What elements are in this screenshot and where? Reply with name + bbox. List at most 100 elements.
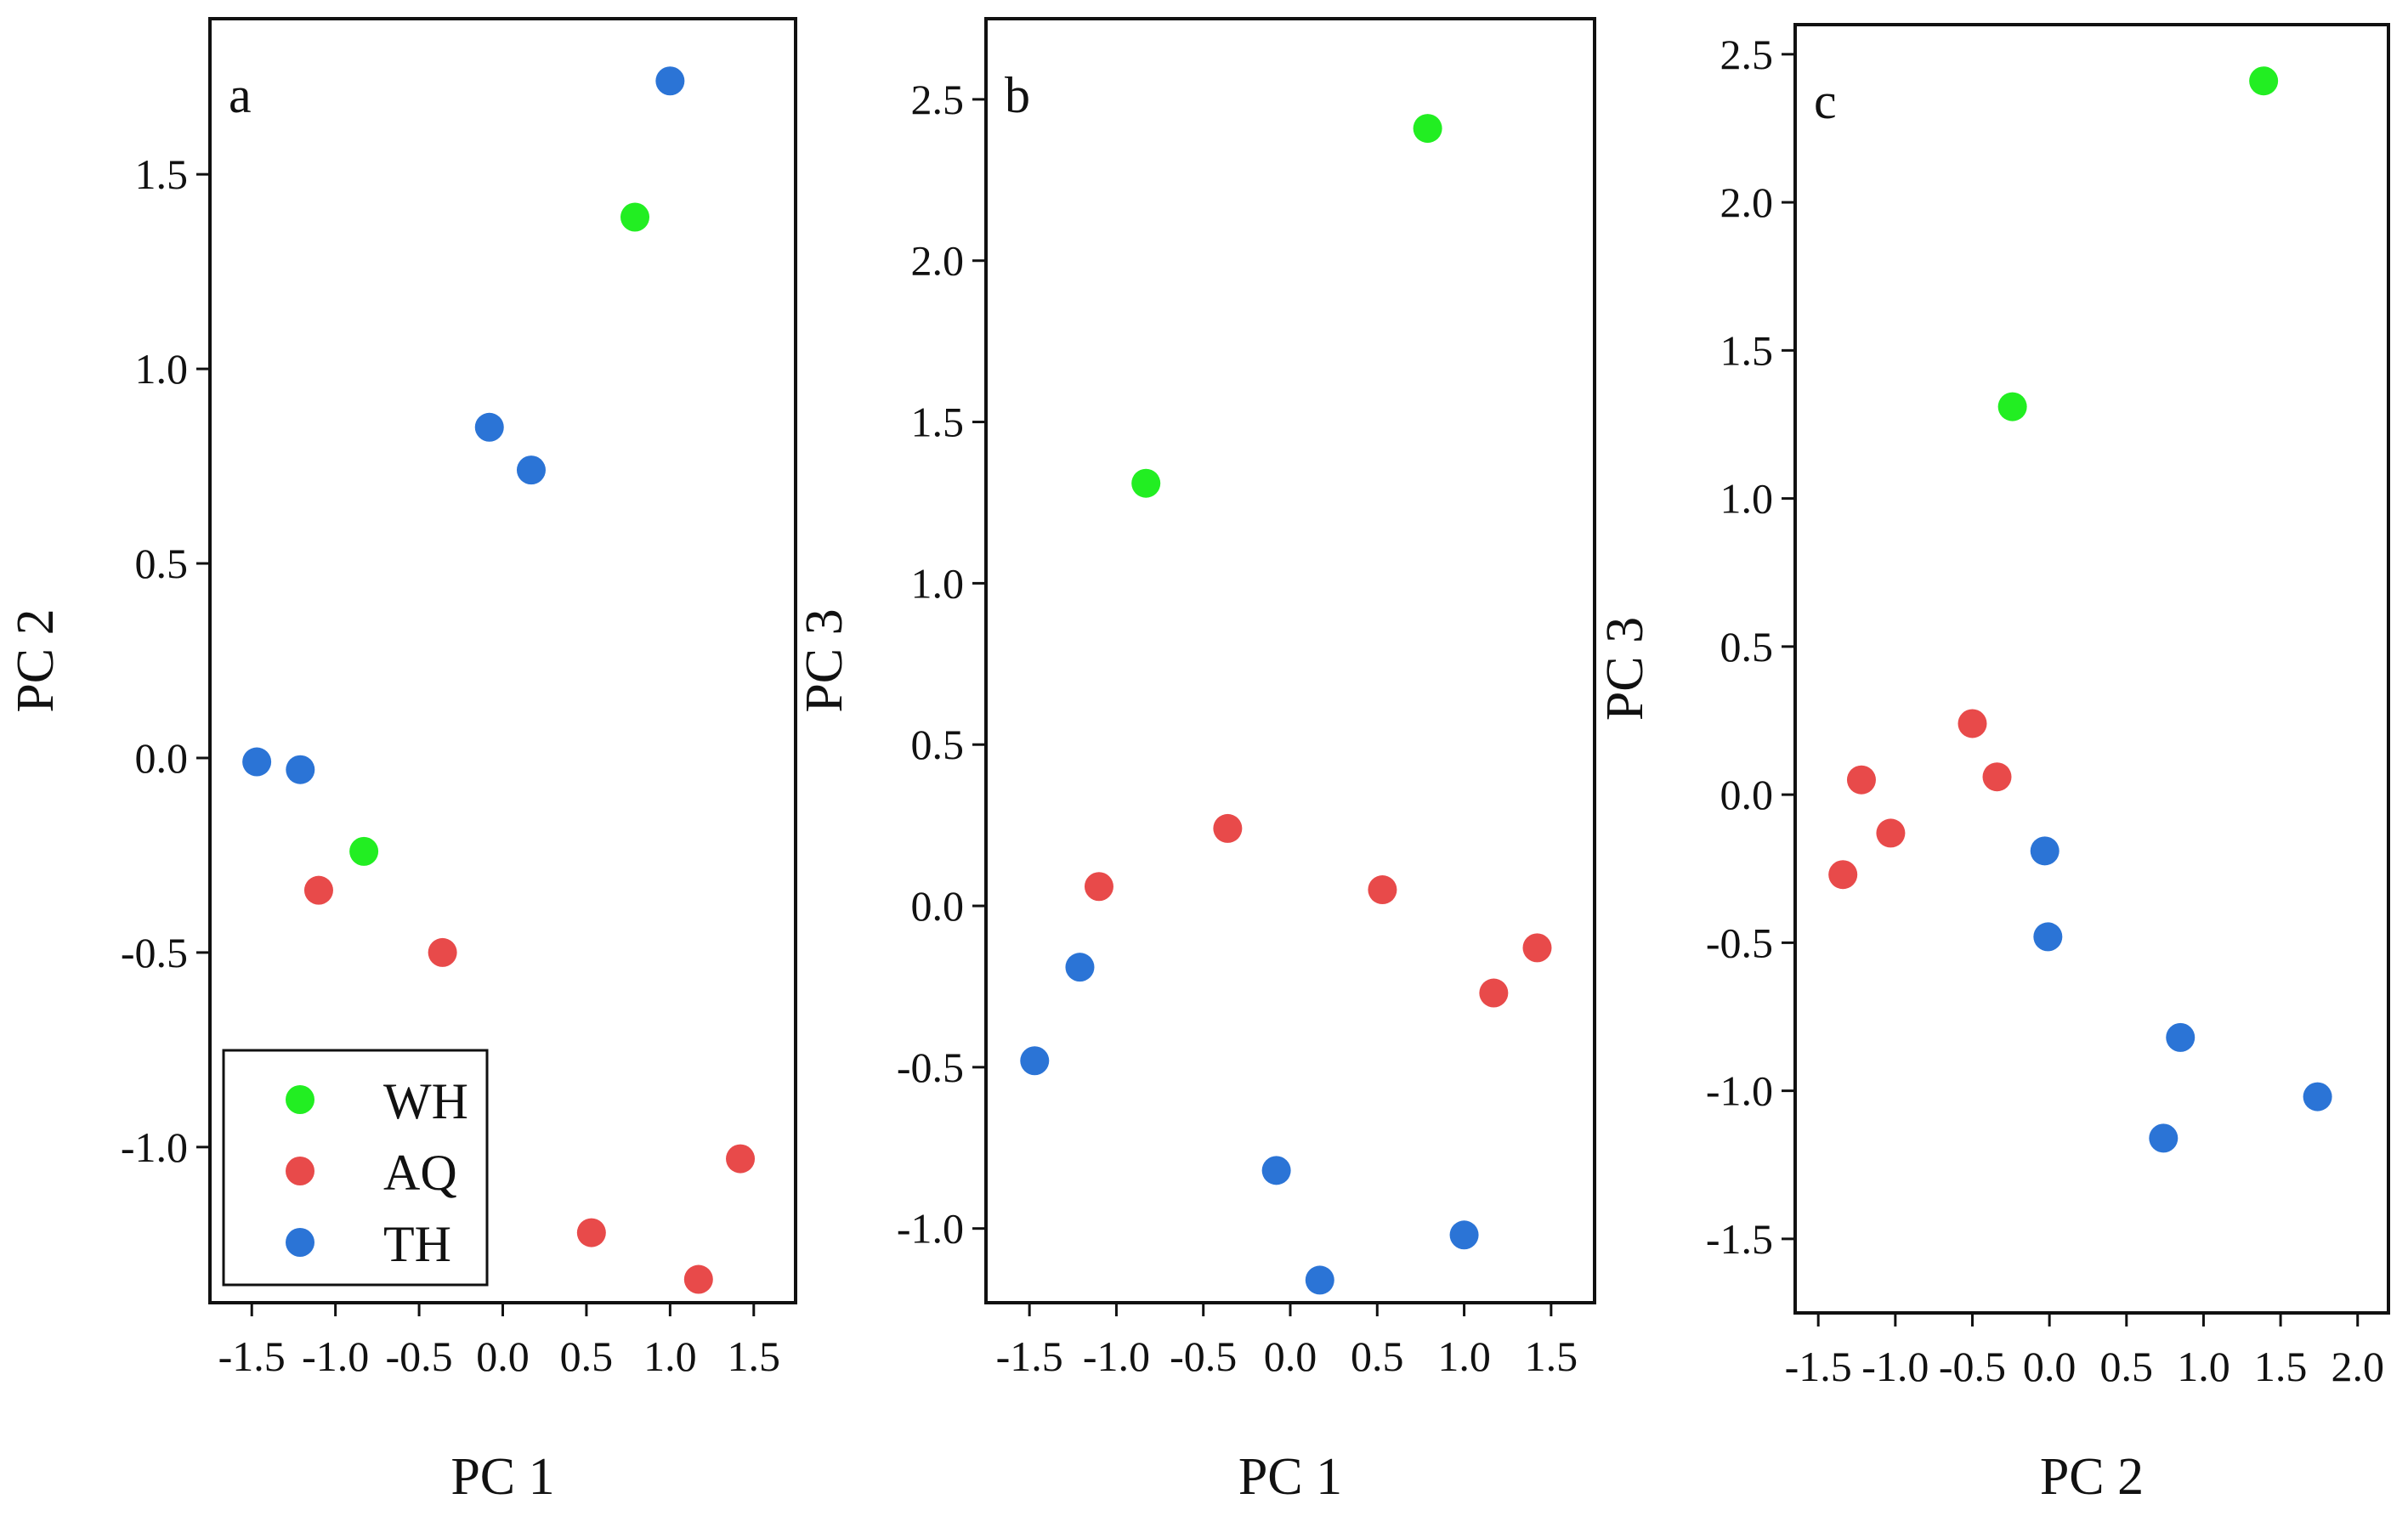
y-tick-label: 0.0 [1720, 771, 1774, 818]
x-tick-label: -0.5 [1939, 1343, 2006, 1390]
data-point-th [286, 755, 315, 784]
data-point-th [655, 66, 685, 96]
y-tick-label: 1.0 [911, 559, 965, 607]
x-tick-label: 0.5 [1351, 1332, 1404, 1380]
y-axis-title: PC 3 [1596, 617, 1654, 721]
x-tick-label: -1.5 [996, 1332, 1063, 1380]
data-point-aq [1958, 709, 1987, 738]
legend-label: TH [383, 1216, 451, 1272]
data-point-th [2030, 836, 2060, 866]
data-point-aq [726, 1144, 756, 1174]
x-tick-label: 2.0 [2331, 1343, 2384, 1390]
y-tick-label: 2.5 [911, 76, 965, 123]
x-tick-label: -0.5 [1170, 1332, 1237, 1380]
data-point-aq [576, 1218, 606, 1247]
data-point-aq [1982, 762, 2012, 792]
data-point-th [2166, 1022, 2196, 1052]
data-point-aq [1368, 875, 1397, 905]
x-axis-title: PC 1 [1238, 1448, 1342, 1506]
data-point-th [474, 412, 504, 442]
y-tick-label: 1.5 [1720, 326, 1774, 374]
data-point-aq [1846, 765, 1876, 795]
data-point-th [1020, 1046, 1050, 1076]
x-tick-label: -1.5 [218, 1332, 286, 1380]
data-point-wh [620, 202, 650, 232]
data-point-aq [1876, 818, 1906, 848]
chart-panel-a: -1.0 -0.5 0.0 0.5 1.0 1.5 -1.5 -1.0 -0.5 0.0 0.5 1.… [7, 17, 797, 1506]
y-tick-label: 0.0 [911, 882, 965, 930]
data-point-th [2033, 922, 2063, 952]
data-point-th [2303, 1082, 2332, 1112]
x-tick-label: 1.5 [2254, 1343, 2308, 1390]
data-point-aq [683, 1264, 713, 1294]
data-point-wh [1413, 114, 1442, 144]
y-tick-label: 2.5 [1720, 31, 1774, 78]
data-point-th [1449, 1220, 1479, 1250]
x-tick-label: 1.0 [1437, 1332, 1491, 1380]
data-point-aq [1213, 813, 1243, 843]
y-axis-title: PC 2 [7, 608, 65, 712]
x-axis-title: PC 1 [450, 1448, 554, 1506]
panel-letter: a [229, 67, 252, 123]
data-point-th [242, 747, 272, 777]
x-tick-label: 1.5 [1525, 1332, 1578, 1380]
x-tick-label: -1.0 [302, 1332, 369, 1380]
data-point-th [2149, 1123, 2179, 1153]
panel-letter: b [1005, 67, 1030, 123]
data-point-th [1305, 1265, 1334, 1295]
data-point-th [1261, 1156, 1291, 1185]
legend-label: AQ [383, 1145, 457, 1201]
y-tick-label: 1.5 [135, 150, 189, 198]
data-point-aq [428, 937, 457, 967]
y-tick-label: 0.5 [911, 721, 965, 768]
y-tick-label: 1.5 [911, 399, 965, 446]
chart-panel-b: -1.0 -0.5 0.0 0.5 1.0 1.5 2.0 2.5 -1.5 -1.0 -0.5 0.… [796, 17, 1596, 1506]
y-tick-label: 2.0 [1720, 178, 1774, 226]
y-tick-label: 0.5 [1720, 623, 1774, 670]
x-tick-label: 1.0 [643, 1332, 697, 1380]
y-tick-label: 0.5 [135, 540, 189, 587]
plot-frame [1793, 23, 2390, 1315]
y-tick-label: -1.0 [897, 1205, 964, 1253]
x-tick-label: 0.0 [1264, 1332, 1317, 1380]
legend-marker-aq [286, 1157, 314, 1185]
data-point-aq [1828, 860, 1858, 890]
y-tick-label: -0.5 [121, 929, 188, 976]
x-tick-label: -1.5 [1785, 1343, 1852, 1390]
data-point-th [516, 455, 546, 485]
chart-panel-c: -1.5-1.0-0.50.00.51.01.52.02.5-1.5 -1.0 -0… [1596, 23, 2390, 1506]
x-tick-label: 0.0 [2023, 1343, 2077, 1390]
panel-letter: c [1814, 73, 1837, 129]
x-tick-label: -1.0 [1861, 1343, 1929, 1390]
x-tick-label: 0.5 [2100, 1343, 2154, 1390]
x-tick-label: 1.0 [2177, 1343, 2230, 1390]
y-tick-label: -0.5 [1706, 919, 1773, 966]
legend-box [222, 1049, 489, 1287]
y-tick-label: 1.0 [1720, 475, 1774, 523]
legend-marker-wh [286, 1085, 314, 1114]
y-tick-label: -0.5 [897, 1044, 964, 1091]
legend-label: WH [383, 1073, 468, 1129]
y-tick-label: 0.0 [135, 734, 189, 782]
y-tick-label: -1.0 [121, 1123, 188, 1171]
y-tick-label: 2.0 [911, 237, 965, 285]
y-tick-label: 1.0 [135, 345, 189, 393]
data-point-wh [2249, 66, 2279, 96]
legend-marker-th [286, 1228, 314, 1257]
data-point-aq [303, 875, 333, 905]
data-point-th [1065, 953, 1095, 982]
x-tick-label: 0.5 [560, 1332, 614, 1380]
data-point-aq [1084, 872, 1113, 902]
x-axis-title: PC 2 [2040, 1448, 2144, 1506]
x-tick-label: 1.5 [728, 1332, 781, 1380]
data-point-wh [349, 836, 379, 866]
data-point-aq [1522, 933, 1552, 963]
data-point-wh [1997, 392, 2027, 421]
plot-frame [984, 17, 1596, 1304]
x-tick-label: -1.0 [1083, 1332, 1150, 1380]
x-tick-label: -0.5 [385, 1332, 452, 1380]
x-tick-label: 0.0 [476, 1332, 530, 1380]
legend: WH AQ TH [222, 1049, 489, 1287]
y-axis-title: PC 3 [796, 608, 853, 712]
